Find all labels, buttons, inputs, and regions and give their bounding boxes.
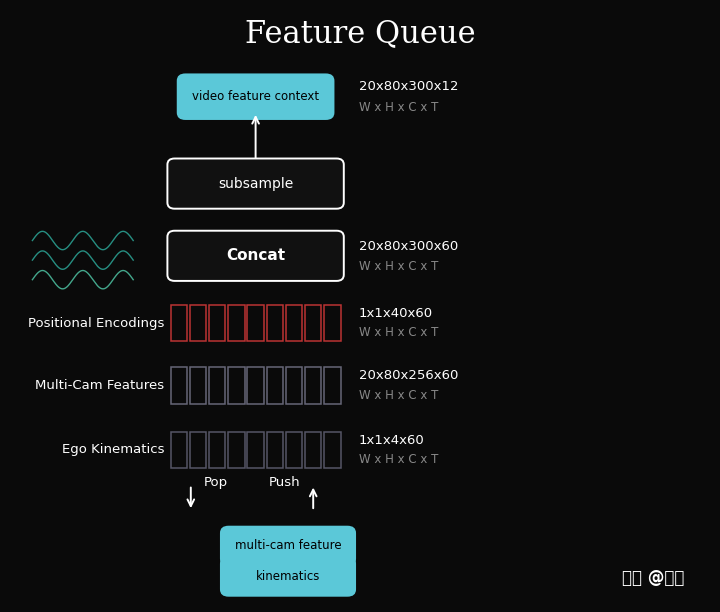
Text: Ego Kinematics: Ego Kinematics: [62, 443, 164, 457]
Text: multi-cam feature: multi-cam feature: [235, 539, 341, 553]
Text: Positional Encodings: Positional Encodings: [28, 316, 164, 330]
FancyBboxPatch shape: [167, 231, 344, 281]
Text: 20x80x300x60: 20x80x300x60: [359, 239, 458, 253]
FancyBboxPatch shape: [220, 526, 356, 566]
Bar: [305, 367, 321, 404]
Text: W x H x C x T: W x H x C x T: [359, 260, 438, 274]
Bar: [171, 367, 187, 404]
Bar: [305, 305, 321, 341]
Bar: [209, 432, 225, 468]
Bar: [171, 432, 187, 468]
Text: video feature context: video feature context: [192, 90, 319, 103]
Bar: [248, 432, 264, 468]
Bar: [286, 432, 302, 468]
Text: Feature Queue: Feature Queue: [245, 18, 475, 49]
Bar: [171, 305, 187, 341]
FancyBboxPatch shape: [220, 556, 356, 597]
Bar: [266, 432, 283, 468]
Bar: [190, 432, 206, 468]
Bar: [228, 305, 245, 341]
Text: W x H x C x T: W x H x C x T: [359, 389, 438, 402]
Bar: [266, 367, 283, 404]
FancyBboxPatch shape: [167, 159, 344, 209]
Bar: [286, 367, 302, 404]
Bar: [209, 367, 225, 404]
Text: W x H x C x T: W x H x C x T: [359, 101, 438, 114]
Text: kinematics: kinematics: [256, 570, 320, 583]
Bar: [228, 432, 245, 468]
Bar: [190, 305, 206, 341]
Bar: [248, 305, 264, 341]
Text: Pop: Pop: [204, 476, 228, 489]
Bar: [248, 367, 264, 404]
Text: 20x80x256x60: 20x80x256x60: [359, 369, 458, 382]
Bar: [324, 367, 341, 404]
Bar: [324, 432, 341, 468]
Bar: [286, 305, 302, 341]
Bar: [190, 367, 206, 404]
Text: W x H x C x T: W x H x C x T: [359, 453, 438, 466]
Text: 1x1x40x60: 1x1x40x60: [359, 307, 433, 320]
Text: Push: Push: [269, 476, 300, 489]
Bar: [228, 367, 245, 404]
Text: subsample: subsample: [218, 177, 293, 190]
Bar: [305, 432, 321, 468]
FancyBboxPatch shape: [176, 73, 334, 120]
Text: 知乎 @石桥: 知乎 @石桥: [621, 569, 684, 588]
Bar: [266, 305, 283, 341]
Text: Concat: Concat: [226, 248, 285, 263]
Bar: [209, 305, 225, 341]
Bar: [324, 305, 341, 341]
Text: 1x1x4x60: 1x1x4x60: [359, 433, 424, 447]
Text: 20x80x300x12: 20x80x300x12: [359, 80, 458, 94]
Text: Multi-Cam Features: Multi-Cam Features: [35, 379, 164, 392]
Text: W x H x C x T: W x H x C x T: [359, 326, 438, 340]
